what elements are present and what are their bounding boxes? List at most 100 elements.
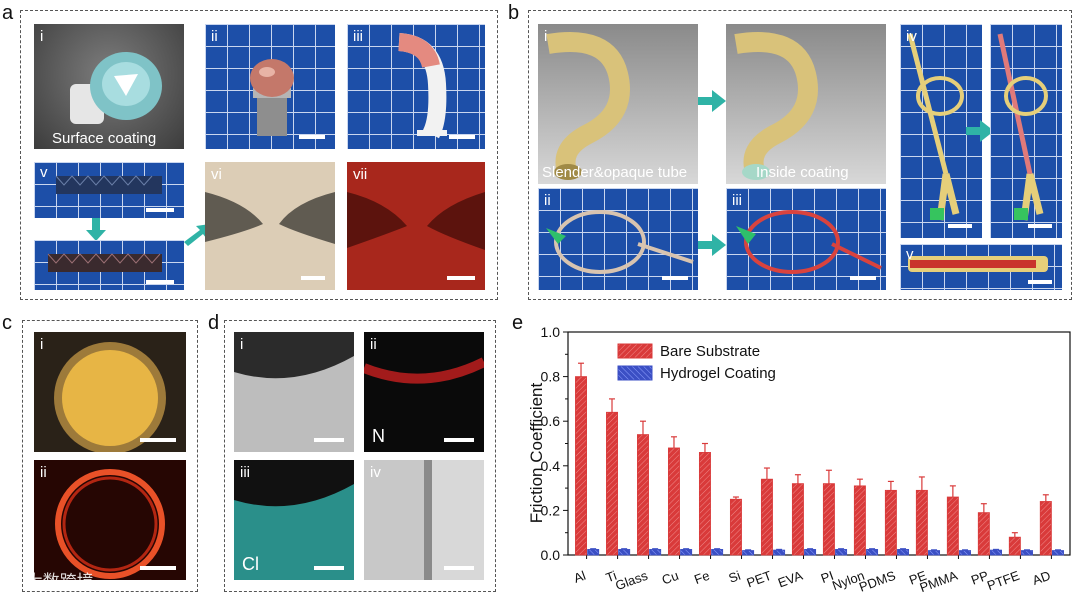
subpanel-label: iv (906, 28, 917, 45)
bar-bare-substrate (760, 478, 773, 556)
bar-bare-substrate (822, 483, 835, 556)
foley-catheter-photo (907, 33, 964, 221)
panel-d-iii-image: iii Cl (234, 460, 354, 580)
legend-label: Bare Substrate (660, 343, 760, 360)
tweezers-photo (205, 192, 335, 244)
legend-label: Hydrogel Coating (660, 365, 776, 382)
fluorescent-ring-photo (55, 469, 165, 579)
bar-bare-substrate (884, 489, 897, 556)
y-tick-label: 0.6 (541, 413, 561, 429)
subpanel-label: vi (211, 166, 222, 183)
x-tick-label: Fe (692, 568, 711, 587)
scale-bar (314, 566, 344, 570)
x-tick-label: PET (745, 568, 774, 591)
bar-hydrogel-coating (897, 549, 910, 556)
opaque-tube-illustration (546, 32, 630, 180)
chlorine-eds-map (234, 460, 354, 507)
coated-catheter-loop-photo (736, 210, 882, 274)
caption-inside-coating: Inside coating (756, 164, 849, 181)
x-tick-label: Cu (660, 568, 681, 588)
bar-hydrogel-coating (866, 549, 879, 556)
watermark: ⚭ 大数跨境 (6, 572, 94, 592)
bar-hydrogel-coating (990, 549, 1002, 556)
element-label-nitrogen: N (372, 426, 385, 446)
subpanel-label: v (906, 246, 914, 263)
panel-b-iv-coated-image (990, 24, 1062, 238)
cut-catheter-photo (908, 256, 1048, 272)
x-tick-label: Al (572, 568, 588, 586)
subpanel-label: iv (370, 464, 381, 481)
x-tick-label: Glass (613, 568, 650, 594)
panel-d-iv-image: iv (364, 460, 484, 580)
panel-a-iii-image: iii (347, 24, 485, 149)
panel-b-ii-image: ii (538, 188, 698, 290)
down-arrow-icon (86, 218, 106, 241)
bar-bare-substrate (729, 498, 742, 556)
bar-bare-substrate (575, 376, 587, 556)
scale-bar (146, 280, 174, 284)
x-tick-label: EVA (776, 568, 805, 591)
panel-label-d: d (208, 312, 220, 334)
right-arrow-icon (698, 90, 726, 112)
bar-bare-substrate (915, 489, 928, 556)
right-arrow-icon (698, 234, 726, 256)
caption-surface-coating: Surface coating (52, 130, 157, 147)
panel-d-frame (224, 320, 496, 592)
panel-c-frame (22, 320, 198, 592)
panel-label-e: e (512, 312, 524, 334)
x-tick-label: PP (969, 568, 990, 588)
panel-label-c: c (2, 312, 12, 334)
scale-bar (314, 438, 344, 442)
nitrogen-eds-map (364, 357, 484, 384)
stent-photo (55, 175, 162, 194)
x-tick-label: Ti (604, 568, 619, 586)
panel-b-v-image: v (900, 244, 1062, 290)
panel-a-v-coated-image (34, 240, 184, 290)
bar-bare-substrate (698, 452, 711, 556)
panel-c-i-image: i (34, 332, 186, 452)
subpanel-label: iii (353, 28, 363, 45)
scale-bar (948, 224, 972, 228)
bar-hydrogel-coating (773, 549, 786, 556)
panel-c-ii-image: ii (34, 460, 186, 580)
panel-label-b: b (508, 2, 520, 24)
fluorescent-tweezers-photo (347, 192, 485, 250)
coated-stent-photo (47, 253, 162, 272)
y-tick-label: 1.0 (541, 324, 561, 340)
panel-b-iii-image: iii (726, 188, 886, 290)
subpanel-label: vii (353, 166, 368, 183)
bar-hydrogel-coating (804, 549, 817, 556)
legend-swatch (617, 365, 653, 381)
x-tick-label: PTFE (985, 568, 1022, 594)
element-label-chlorine: Cl (242, 554, 259, 574)
bar-bare-substrate (791, 483, 804, 556)
scale-bar (146, 208, 174, 212)
scale-bar (140, 566, 176, 570)
bar-bare-substrate (946, 496, 959, 556)
mushroom-sample-illustration (70, 52, 162, 124)
subpanel-label: i (544, 28, 548, 45)
scale-bar (1028, 224, 1052, 228)
sem-interface-image (424, 460, 484, 580)
scale-bar (447, 276, 475, 280)
x-tick-label: AD (1030, 568, 1052, 588)
coated-disc-photo (54, 342, 166, 452)
subpanel-label: i (40, 336, 44, 353)
scale-bar (301, 276, 325, 280)
x-tick-label: PE (907, 568, 929, 588)
bar-hydrogel-coating (835, 549, 848, 556)
x-tick-label: Si (727, 568, 743, 586)
panel-a-vii-image: vii (347, 162, 485, 290)
bar-hydrogel-coating (680, 549, 693, 556)
bar-hydrogel-coating (587, 549, 600, 556)
panel-b-i-image: i Slender&opaque tube (538, 24, 698, 184)
legend-swatch (617, 343, 653, 359)
scale-bar (662, 276, 688, 280)
panel-b-inside-coating-image: Inside coating (726, 24, 886, 184)
bar-hydrogel-coating (711, 549, 724, 556)
sem-cross-section-image (234, 332, 354, 379)
caption-slender-opaque-tube: Slender&opaque tube (542, 164, 688, 181)
bar-bare-substrate (606, 411, 618, 556)
x-tick-label: PDMS (857, 568, 898, 595)
inside-coated-tube-illustration (734, 32, 818, 180)
